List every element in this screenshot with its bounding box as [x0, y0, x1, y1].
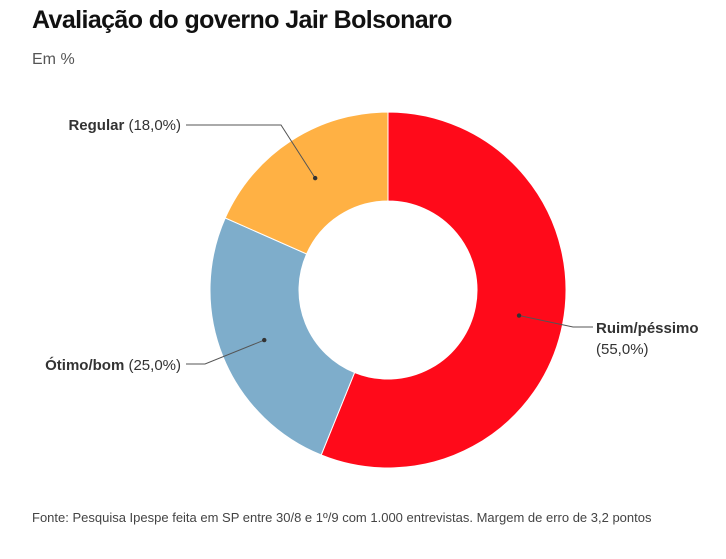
chart-title: Avaliação do governo Jair Bolsonaro	[32, 6, 452, 34]
leader-line	[186, 124, 316, 179]
slice-label-name: Regular	[68, 117, 124, 134]
slice-label-name: Ótimo/bom	[45, 356, 124, 374]
slice-label-regular: Regular (18,0%)	[68, 117, 181, 134]
slice-label-value: (25,0%)	[128, 357, 181, 374]
leader-dot	[516, 313, 522, 318]
leader-line	[518, 315, 593, 328]
leader-dot	[312, 175, 318, 181]
donut-slice-otimo-bom	[209, 217, 356, 456]
slices-group	[209, 111, 567, 469]
source-note: Fonte: Pesquisa Ipespe feita em SP entre…	[32, 510, 652, 525]
leader-dot	[262, 337, 267, 343]
slice-label-ruim-pessimo: Ruim/péssimo	[596, 320, 699, 337]
donut-slice-ruim-pessimo	[320, 111, 567, 469]
leader-line	[186, 339, 265, 365]
slice-label-ruim-pessimo-value: (55,0%)	[596, 341, 649, 358]
slice-label-name: Ruim/péssimo	[596, 320, 699, 337]
leader-lines-group	[186, 124, 593, 365]
donut-chart: Ruim/péssimo (55,0%) Ótimo/bom (25,0%) R…	[45, 111, 699, 469]
donut-slice-regular	[224, 111, 389, 255]
slice-label-otimo-bom: Ótimo/bom (25,0%)	[45, 356, 181, 374]
chart-subtitle: Em %	[32, 51, 75, 68]
slice-label-value: (18,0%)	[128, 117, 181, 134]
